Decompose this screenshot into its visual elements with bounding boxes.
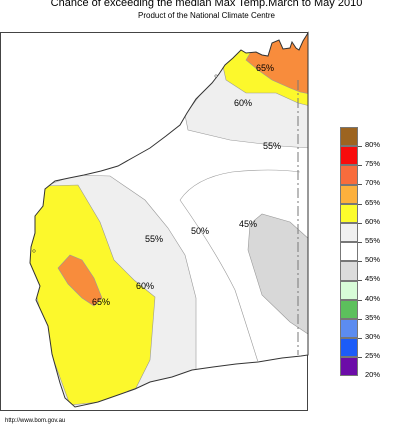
contour-50-b [179,199,259,363]
contour-label-55-north: 55% [263,141,281,151]
legend-swatch [340,222,358,243]
legend-swatch [340,280,358,300]
contour-label-65-north: 65% [256,63,274,73]
legend-tick [358,280,362,282]
legend-tick [358,146,362,147]
legend-swatch [340,299,358,319]
map-title: Chance of exceeding the median Max Temp.… [50,0,363,9]
legend-swatch [340,146,358,166]
legend-swatch [340,338,358,358]
legend-label: 70% [365,178,381,188]
island [214,74,218,78]
contour-label-60-south: 60% [136,281,154,291]
legend-label: 45% [365,274,381,284]
legend-label: 20% [365,370,381,380]
island [32,249,36,253]
legend-label: 35% [365,312,381,322]
legend-tick [358,261,362,263]
legend-swatch [340,318,358,339]
legend-swatch [340,184,358,204]
legend-tick [358,241,362,243]
legend-tick [358,165,362,167]
legend-tick [358,318,362,320]
legend-swatch [340,357,358,377]
legend-label: 40% [365,293,381,303]
legend-swatch [340,261,358,281]
legend-label: 55% [365,235,381,245]
legend-label: 50% [365,255,381,265]
legend-swatch [340,127,358,147]
contour-label-50: 50% [191,226,209,236]
legend-swatch [340,203,358,223]
source-url: http://www.bom.gov.au [5,418,66,424]
legend-tick [358,337,362,339]
legend-label: 60% [365,216,381,226]
legend-label: 80% [365,140,381,149]
legend-swatch [340,242,358,262]
contour-label-60-north: 60% [234,98,252,108]
contour-50 [179,169,301,201]
legend-tick [358,184,362,186]
contour-label-55-south: 55% [145,234,163,244]
map-subtitle: Product of the National Climate Centre [138,11,275,20]
contour-label-45: 45% [239,219,257,229]
legend-label: 25% [365,351,381,361]
legend-tick [358,299,362,301]
legend-label: 65% [365,197,381,207]
legend-tick [358,357,362,359]
contour-label-65-south: 65% [92,297,110,307]
legend-label: 30% [365,331,381,341]
region-45-east [247,213,308,335]
region-65-south [57,254,103,307]
legend-tick [358,222,362,224]
legend-label: 75% [365,159,381,169]
legend-swatch [340,165,358,185]
legend-tick [358,203,362,205]
